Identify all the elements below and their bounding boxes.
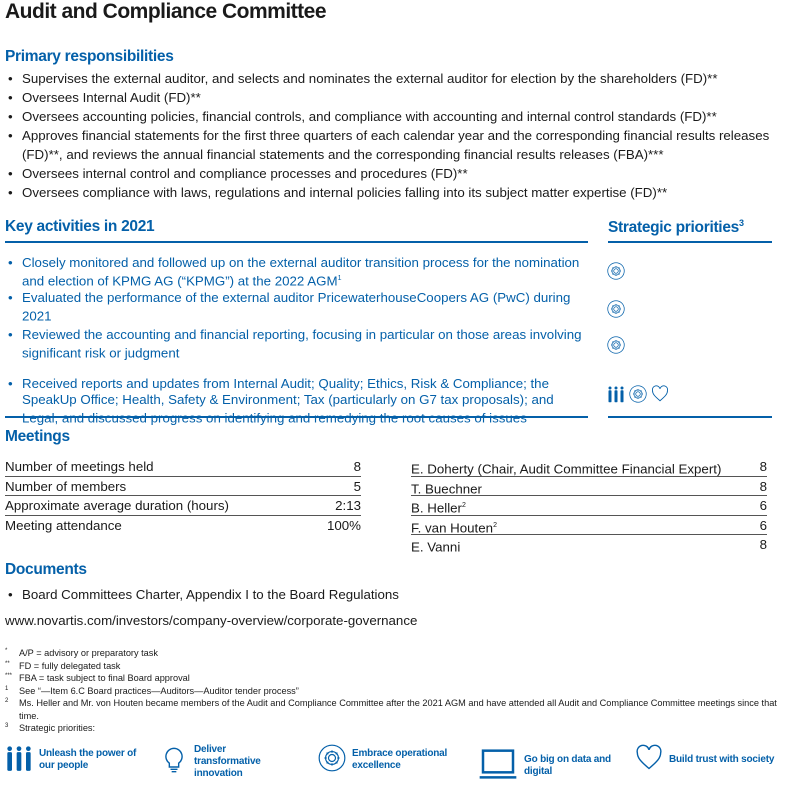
activity-item: Reviewed the accounting and financial re…	[5, 327, 585, 366]
priorities-heading: Strategic priorities3	[608, 218, 744, 237]
gear-icon	[607, 262, 625, 285]
activities-heading: Key activities in 2021	[5, 218, 155, 235]
governance-url[interactable]: www.novartis.com/investors/company-overv…	[5, 613, 418, 628]
responsibility-item: Oversees compliance with laws, regulatio…	[5, 183, 775, 202]
divider	[5, 416, 588, 418]
people-icon	[607, 385, 625, 408]
divider	[608, 416, 772, 418]
primary-heading: Primary responsibilities	[5, 48, 174, 65]
gear-icon	[607, 300, 625, 323]
responsibility-item: Oversees accounting policies, financial …	[5, 107, 775, 126]
document-link[interactable]: Board Committees Charter, Appendix I to …	[5, 585, 399, 604]
documents-list: Board Committees Charter, Appendix I to …	[5, 585, 399, 604]
responsibility-item: Approves financial statements for the fi…	[5, 126, 775, 164]
table-row: Approximate average duration (hours) 2:13	[5, 496, 361, 516]
divider	[608, 241, 772, 243]
activity-item: Received reports and updates from Intern…	[5, 376, 585, 431]
strategic-priority: Deliver transformative innovation	[160, 744, 294, 780]
strategic-priority: Embrace operational excellence	[318, 744, 452, 776]
heart-icon	[635, 744, 663, 776]
table-row: E. Doherty (Chair, Audit Committee Finan…	[411, 459, 767, 477]
responsibility-item: Supervises the external auditor, and sel…	[5, 69, 775, 88]
footnote: ** FD = fully delegated task	[5, 660, 121, 671]
footnote: 2 Ms. Heller and Mr. von Houten became me…	[5, 698, 777, 721]
table-row: F. van Houten2 6	[411, 517, 767, 535]
activity-priority-icons	[607, 336, 625, 359]
footnote: *** FBA = task subject to final Board app…	[5, 673, 190, 683]
table-row: Number of members 5	[5, 477, 361, 496]
table-row: T. Buechner 8	[411, 478, 767, 496]
activity-item: Closely monitored and followed up on the…	[5, 255, 585, 294]
lightbulb-icon	[160, 746, 188, 778]
activity-priority-icons	[607, 262, 625, 285]
strategic-priority: Unleash the power of our people	[5, 744, 139, 776]
responsibility-item: Oversees Internal Audit (FD)**	[5, 88, 775, 107]
people-icon	[5, 744, 33, 776]
activity-priority-icons	[607, 385, 669, 408]
meetings-heading: Meetings	[5, 428, 70, 445]
table-row: E. Vanni 8	[411, 537, 767, 555]
page-title: Audit and Compliance Committee	[5, 0, 327, 23]
gear-icon	[629, 385, 647, 408]
table-row: B. Heller2 6	[411, 498, 767, 516]
meeting-stats-table: Number of meetings held 8 Number of member…	[5, 457, 361, 535]
documents-heading: Documents	[5, 561, 87, 578]
footnote: 1 See “—Item 6.C Board practices—Auditors…	[5, 685, 299, 696]
footnotes: * A/P = advisory or preparatory task ** FD …	[5, 647, 785, 735]
activity-priority-icons	[607, 300, 625, 323]
gear-icon	[318, 744, 346, 776]
laptop-icon	[478, 744, 518, 788]
responsibility-item: Oversees internal control and compliance…	[5, 164, 775, 183]
members-table: E. Doherty (Chair, Audit Committee Finan…	[411, 457, 767, 555]
heart-icon	[651, 385, 669, 408]
footnote: 3 Strategic priorities:	[5, 723, 96, 733]
activity-item: Evaluated the performance of the externa…	[5, 290, 585, 329]
gear-icon	[607, 336, 625, 359]
primary-list: Supervises the external auditor, and sel…	[5, 69, 775, 202]
strategic-priority: Go big on data and digital	[478, 744, 624, 788]
divider	[5, 241, 588, 243]
table-row: Number of meetings held 8	[5, 457, 361, 477]
strategic-priority: Build trust with society	[635, 744, 779, 776]
footnote: * A/P = advisory or preparatory task	[5, 648, 158, 658]
table-row: Meeting attendance 100%	[5, 517, 361, 533]
